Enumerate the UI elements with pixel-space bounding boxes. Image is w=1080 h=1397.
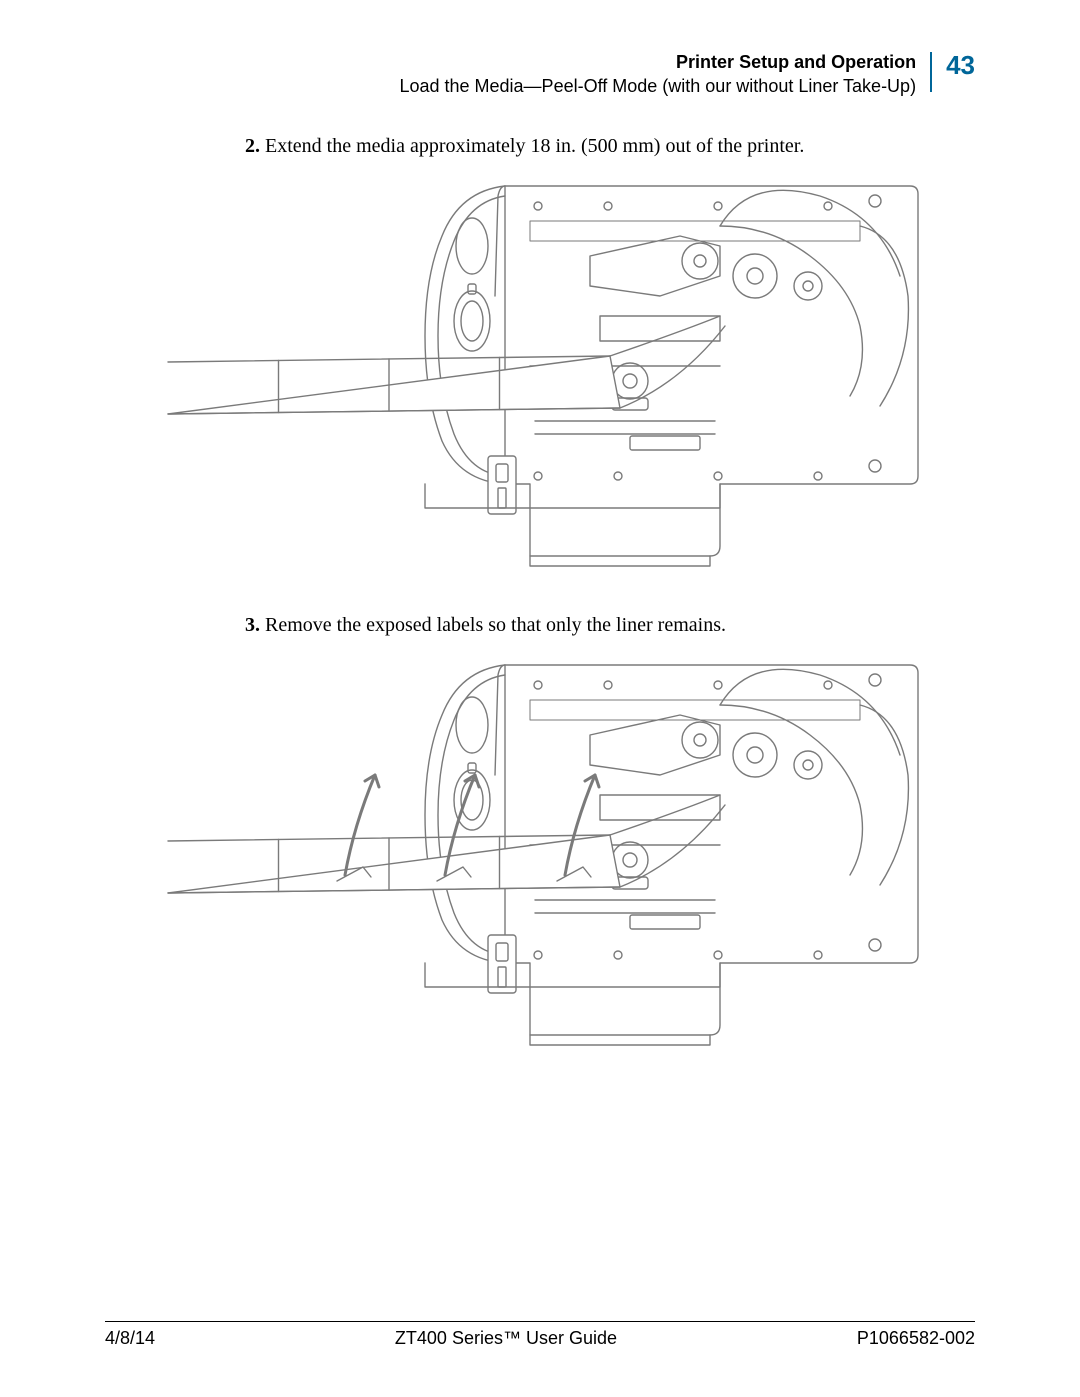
header-divider <box>930 52 932 92</box>
footer-title: ZT400 Series™ User Guide <box>395 1328 617 1349</box>
step-3: 3. Remove the exposed labels so that onl… <box>245 614 975 637</box>
page-footer: 4/8/14 ZT400 Series™ User Guide P1066582… <box>105 1321 975 1349</box>
section-subtitle: Load the Media—Peel-Off Mode (with our w… <box>399 74 916 98</box>
page: Printer Setup and Operation Load the Med… <box>0 0 1080 1397</box>
step-2-number: 2. <box>245 135 260 157</box>
footer-doc-number: P1066582-002 <box>857 1328 975 1349</box>
figure-3-wrap <box>105 645 975 1065</box>
page-number: 43 <box>946 52 975 78</box>
step-3-text: Remove the exposed labels so that only t… <box>265 614 726 636</box>
footer-date: 4/8/14 <box>105 1328 155 1349</box>
figure-step-3-printer-diagram <box>160 645 920 1065</box>
step-2: 2. Extend the media approximately 18 in.… <box>245 135 975 158</box>
figure-2-wrap <box>105 166 975 586</box>
step-3-number: 3. <box>245 614 260 636</box>
page-header: Printer Setup and Operation Load the Med… <box>105 50 975 99</box>
section-title: Printer Setup and Operation <box>399 50 916 74</box>
content-area: 2. Extend the media approximately 18 in.… <box>105 135 975 1065</box>
figure-step-2-printer-diagram <box>160 166 920 586</box>
step-2-text: Extend the media approximately 18 in. (5… <box>265 135 804 157</box>
header-text-block: Printer Setup and Operation Load the Med… <box>399 50 916 99</box>
